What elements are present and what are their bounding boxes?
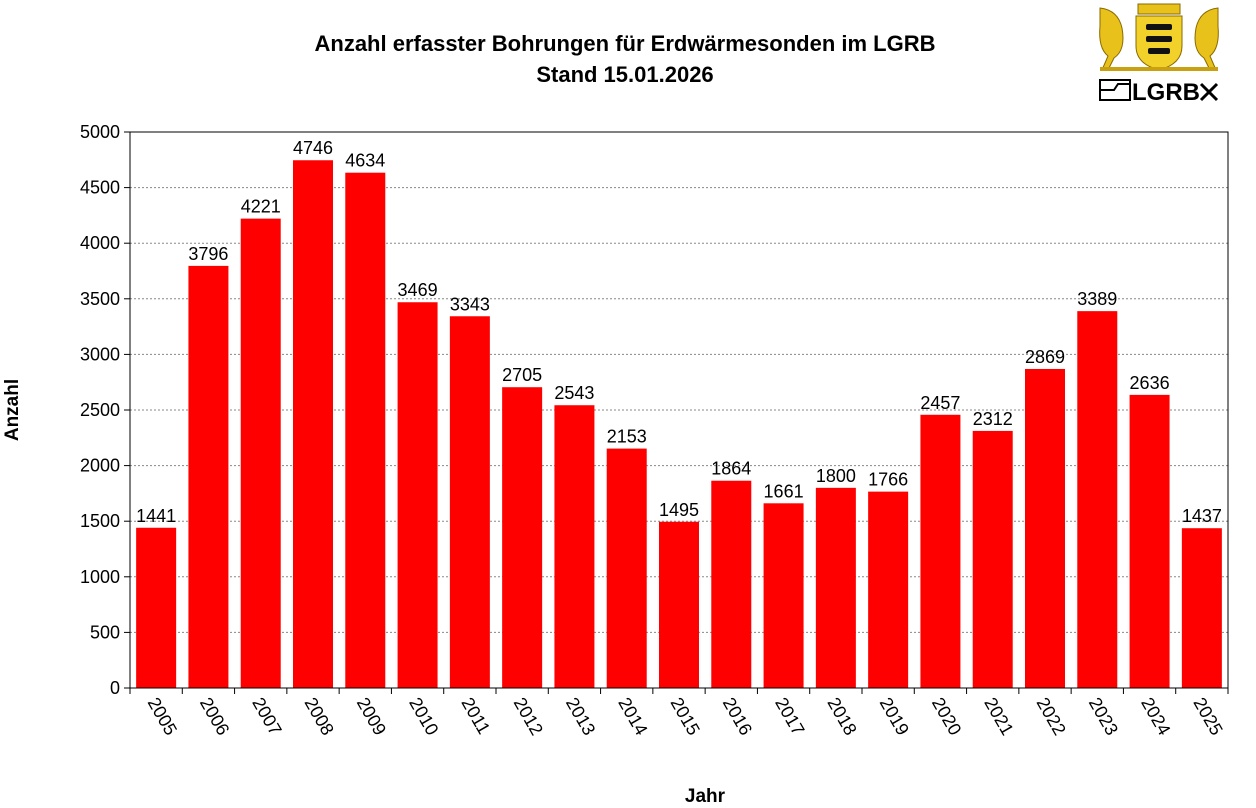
chart-title: Anzahl erfasster Bohrungen für Erdwärmes… <box>315 31 936 56</box>
y-tick-label: 5000 <box>80 122 120 142</box>
data-label: 4221 <box>241 197 281 217</box>
bar <box>659 521 699 688</box>
y-tick-label: 4500 <box>80 178 120 198</box>
lgrb-wordmark: LGRB <box>1099 79 1219 106</box>
x-tick-label: 2012 <box>510 694 547 739</box>
bar <box>920 414 961 688</box>
bar <box>1077 311 1118 688</box>
data-label: 1864 <box>711 459 751 479</box>
x-tick-label: 2007 <box>248 694 285 739</box>
data-label: 3389 <box>1077 289 1117 309</box>
x-tick-label: 2019 <box>876 694 913 739</box>
x-tick-label: 2020 <box>928 694 965 739</box>
bar <box>1129 394 1170 688</box>
bar <box>240 218 281 688</box>
x-tick-label: 2013 <box>562 694 599 739</box>
y-tick-label: 2000 <box>80 456 120 476</box>
x-tick-label: 2010 <box>405 694 442 739</box>
x-tick-label: 2015 <box>667 694 704 739</box>
data-label: 2636 <box>1130 373 1170 393</box>
data-label: 2312 <box>973 409 1013 429</box>
x-tick-label: 2024 <box>1137 694 1174 739</box>
y-tick-label: 500 <box>90 622 120 642</box>
x-tick-label: 2005 <box>144 694 181 739</box>
bar <box>1181 528 1222 688</box>
bar <box>502 387 543 688</box>
y-tick-label: 2500 <box>80 400 120 420</box>
y-tick-label: 3000 <box>80 344 120 364</box>
data-label: 3343 <box>450 294 490 314</box>
data-label: 3796 <box>188 244 228 264</box>
y-tick-label: 1000 <box>80 567 120 587</box>
x-tick-label: 2011 <box>457 694 494 738</box>
bar <box>606 448 647 688</box>
y-tick-label: 1500 <box>80 511 120 531</box>
bar <box>1025 368 1065 688</box>
data-label: 1437 <box>1182 506 1222 526</box>
bar <box>449 316 490 688</box>
data-label: 4634 <box>345 151 385 171</box>
data-label: 2869 <box>1025 347 1065 367</box>
data-label: 2457 <box>920 393 960 413</box>
data-label: 1661 <box>764 481 804 501</box>
data-label: 2543 <box>554 383 594 403</box>
x-axis: 2005 2006 2007 2008 2009 2010 2011 2012 2013 2014… <box>129 688 1229 739</box>
y-axis-label: Anzahl <box>2 379 23 441</box>
x-tick-label: 2006 <box>196 694 233 739</box>
bar <box>711 480 752 688</box>
x-tick-label: 2023 <box>1085 694 1122 739</box>
y-axis: 0 500 1000 1500 2000 2500 3000 3500 4000 4500 5000 <box>80 122 130 698</box>
data-label: 1800 <box>816 466 856 486</box>
data-labels: 1441 3796 4221 4746 4634 3469 3343 2705 2543 2153… <box>136 138 1222 526</box>
x-axis-label: Jahr <box>685 786 726 807</box>
y-tick-label: 0 <box>110 678 120 698</box>
x-tick-label: 2016 <box>719 694 756 739</box>
bar <box>868 491 909 688</box>
chart-subtitle: Stand 15.01.2026 <box>536 62 713 87</box>
bar <box>763 503 804 688</box>
bar <box>293 160 333 688</box>
x-tick-label: 2008 <box>301 694 338 739</box>
bar <box>815 487 856 688</box>
bar <box>345 172 386 688</box>
bar <box>554 405 595 688</box>
logo-text: LGRB <box>1132 79 1200 106</box>
data-label: 3469 <box>398 280 438 300</box>
data-label: 4746 <box>293 138 333 158</box>
bars <box>136 160 1222 688</box>
bar <box>136 527 177 688</box>
lgrb-logo: LGRB <box>1099 3 1219 106</box>
bar <box>972 430 1013 688</box>
x-tick-label: 2017 <box>771 694 808 739</box>
x-tick-label: 2021 <box>980 694 1017 739</box>
bar <box>397 302 438 688</box>
x-tick-label: 2014 <box>614 694 651 739</box>
x-tick-label: 2009 <box>353 694 390 739</box>
y-tick-label: 4000 <box>80 233 120 253</box>
y-tick-label: 3500 <box>80 289 120 309</box>
data-label: 1441 <box>136 506 176 526</box>
data-label: 1766 <box>868 470 908 490</box>
x-tick-label: 2018 <box>823 694 860 739</box>
data-label: 1495 <box>659 500 699 520</box>
x-tick-label: 2025 <box>1189 694 1226 739</box>
bar <box>188 265 229 688</box>
coat-of-arms-icon <box>1099 3 1219 71</box>
data-label: 2153 <box>607 427 647 447</box>
x-tick-label: 2022 <box>1033 694 1070 739</box>
data-label: 2705 <box>502 365 542 385</box>
